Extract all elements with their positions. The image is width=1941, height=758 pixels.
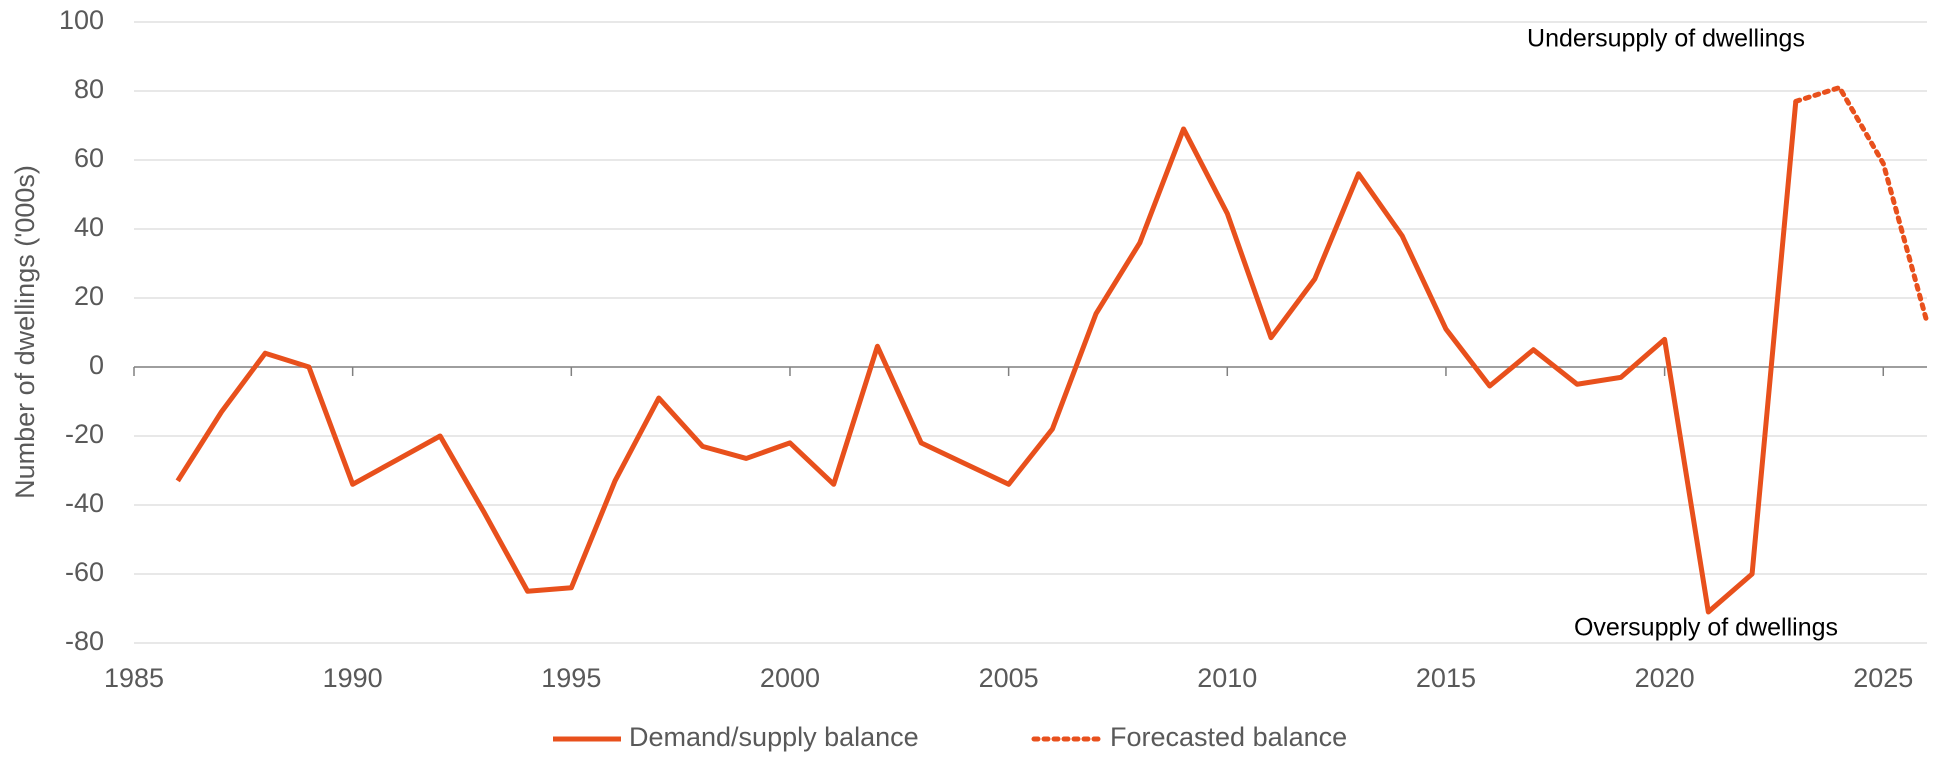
annotation: Oversupply of dwellings [1574, 614, 1838, 642]
y-tick-label: 60 [74, 143, 104, 173]
x-tick-label: 2020 [1635, 663, 1695, 693]
y-tick-label: 20 [74, 281, 104, 311]
annotation: Undersupply of dwellings [1527, 25, 1805, 53]
y-tick-label: 40 [74, 212, 104, 242]
y-tick-label: -60 [65, 557, 104, 587]
series-line [1793, 85, 1930, 325]
x-tick-label: 2000 [760, 663, 820, 693]
y-tick-label: 100 [59, 5, 104, 35]
y-tick-label: 80 [74, 74, 104, 104]
y-tick-label: -80 [65, 626, 104, 656]
x-tick-label: 2010 [1197, 663, 1257, 693]
x-tick-label: 1990 [323, 663, 383, 693]
x-tick-label: 2015 [1416, 663, 1476, 693]
y-tick-label: -20 [65, 419, 104, 449]
y-tick-label: -40 [65, 488, 104, 518]
x-tick-label: 1995 [541, 663, 601, 693]
y-tick-label: 0 [89, 350, 104, 380]
x-tick-label: 2005 [979, 663, 1039, 693]
y-axis-label: Number of dwellings ('000s) [10, 165, 40, 499]
series-line [175, 101, 1799, 615]
x-tick-label: 1985 [104, 663, 164, 693]
legend-label: Forecasted balance [1110, 722, 1347, 752]
x-tick-label: 2025 [1853, 663, 1913, 693]
legend-label: Demand/supply balance [629, 722, 919, 752]
